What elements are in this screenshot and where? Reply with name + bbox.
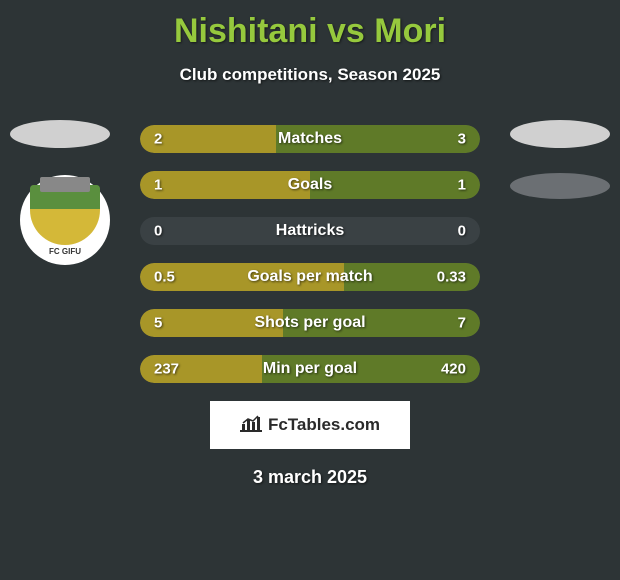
stat-value-left: 0.5 [154,269,175,286]
stat-value-left: 1 [154,177,162,194]
stat-label: Hattricks [276,222,344,240]
decor-ellipse-right-1 [510,120,610,148]
stat-bar-left [140,171,310,199]
stat-value-left: 0 [154,223,162,240]
team-logo-top [40,177,90,192]
chart-icon [240,414,262,437]
stat-value-right: 7 [458,315,466,332]
team-logo-left: FC GIFU [20,175,110,265]
stat-value-left: 5 [154,315,162,332]
stat-value-left: 237 [154,361,179,378]
stat-label: Shots per goal [254,314,365,332]
stat-row: Min per goal 237 420 [140,355,480,383]
team-logo-shield [30,185,100,245]
page-title: Nishitani vs Mori [0,0,620,51]
stat-row: Shots per goal 5 7 [140,309,480,337]
decor-ellipse-left [10,120,110,148]
team-logo-text: FC GIFU [49,247,81,256]
stat-value-right: 0 [458,223,466,240]
footer-brand-text: FcTables.com [268,415,380,435]
subtitle: Club competitions, Season 2025 [0,65,620,85]
stat-value-left: 2 [154,131,162,148]
stat-label: Goals per match [247,268,372,286]
stat-bars: Matches 2 3 Goals 1 1 Hattricks 0 0 Goals per mat… [140,125,480,383]
stat-label: Goals [288,176,332,194]
stat-row: Goals 1 1 [140,171,480,199]
stat-value-right: 3 [458,131,466,148]
stat-value-right: 1 [458,177,466,194]
stat-row: Goals per match 0.5 0.33 [140,263,480,291]
stat-value-right: 0.33 [437,269,466,286]
stat-value-right: 420 [441,361,466,378]
decor-ellipse-right-2 [510,173,610,199]
date-text: 3 march 2025 [0,467,620,488]
stat-label: Matches [278,130,342,148]
footer-badge[interactable]: FcTables.com [210,401,410,449]
stat-label: Min per goal [263,360,357,378]
stats-area: FC GIFU Matches 2 3 Goals 1 1 Hattricks 0 0 Goals… [0,125,620,383]
stat-row: Hattricks 0 0 [140,217,480,245]
stat-bar-right [310,171,480,199]
stat-row: Matches 2 3 [140,125,480,153]
